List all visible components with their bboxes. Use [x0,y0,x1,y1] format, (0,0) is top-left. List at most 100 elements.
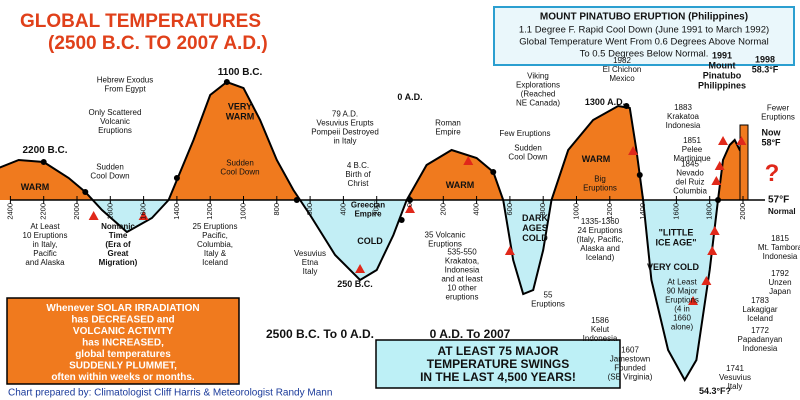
annotation: 2200 B.C. [22,145,67,156]
annotation-line: (4 in [674,305,690,314]
annotation-line: Founded [614,364,646,373]
annotation-line: 25 Eruptions [193,222,238,231]
annotation-line: Lakagigar [742,305,777,314]
tick-label: 1600 [671,203,680,220]
annotation-line: 0 A.D. [397,92,422,102]
annotation-line: (SE Virginia) [608,373,653,382]
annotation: 535-550 Krakatoa, Indonesia and at least 10 … [441,248,483,302]
annotation-line: (Era of [105,240,131,249]
annotation-line: WARM [226,112,255,122]
annotation: 0 A.D. [397,92,422,102]
annotation-line: Alaska and [580,244,620,253]
annotation: COLD [357,236,383,246]
warm-area [0,82,745,200]
annotation-line: 1772 [751,326,769,335]
annotation-line: Eruptions [761,113,795,122]
annotation-line: 79 A.D. [332,110,358,119]
info-line: Global Temperature Went From 0.6 Degrees… [519,37,768,48]
baseline-label: 57°F [768,195,789,206]
tick-label: 2200 [39,203,48,220]
annotation: At Least 10 Eruptions in Italy, Pacific and … [23,222,68,267]
annotation-line: Only Scattered [89,108,142,117]
annotation-line: AGES [522,223,548,233]
volcano-icon [463,156,474,165]
annotation-line: 1741 [726,364,744,373]
info-box [493,6,795,66]
tick-label: 800 [538,203,547,216]
volcano-icon [138,211,149,220]
annotation-line: 2200 B.C. [22,145,67,156]
annotation: 1335-1360 24 Eruptions (Italy, Pacific, Ala… [577,217,624,262]
volcano-icon [736,136,747,145]
annotation-line: Greecian [351,201,385,210]
tick-label: 200 [438,203,447,216]
annotation: 1772 Papadanyan Indonesia [738,326,783,353]
annotation: WARM [21,182,50,192]
annotation-line: in Italy [333,137,356,146]
annotation-line: Cool Down [90,172,129,181]
annotation-line: 1851 [683,136,701,145]
swings-text: AT LEAST 75 MAJOR TEMPERATURE SWINGS IN TH… [420,344,576,384]
annotation: Nomanic Time (Era of Great Migration) [99,222,138,267]
annotation-line: Unzen [768,278,791,287]
tick-label: 200 [372,203,381,216]
volcano-icon [88,211,99,220]
annotation: Viking Explorations (Reached NE Canada) [516,72,560,108]
annotation-line: Sudden [226,159,254,168]
annotation-line: (Italy, Pacific, [577,235,624,244]
annotation-line: Migration) [99,258,138,267]
tick-label: 1400 [638,203,647,220]
annotation-line: 1660 [673,314,691,323]
annotation-line: ICE AGE" [656,238,697,248]
annotation-line: 54.3°F? [699,386,731,396]
annotation-line: eruptions [446,293,479,302]
annotation-line: From Egypt [104,85,146,94]
annotation-line: Iceland) [586,253,615,262]
annotation-line: Eruptions [665,296,699,305]
annotation-line: Kelut [591,325,610,334]
annotation: 54.3°F? [699,386,731,396]
annotation-line: 1883 [674,103,692,112]
annotation-line: At Least [30,222,60,231]
solar-text: Whenever SOLAR IRRADIATION has DECREASED … [46,303,199,383]
info-line: To 0.5 Degrees Below Normal. [580,49,709,60]
annotation-line: COLD [357,236,383,246]
annotation-line: Mt. Tambora [758,243,800,252]
annotation: DARK AGES COLD [522,213,548,243]
annotation-line: Roman [435,119,461,128]
annotation-line: 1845 [681,160,699,169]
annotation: 1883 Krakatoa Indonesia [666,103,701,130]
annotation-line: Krakatoa [667,112,700,121]
annotation-line: Empire [354,210,382,219]
tick-label: 1200 [605,203,614,220]
annotation-line: 1586 [591,316,609,325]
tick-label: 2000 [72,203,81,220]
solar-text-line: SUDDENLY PLUMMET, [69,360,177,371]
annotation-line: Sudden [514,144,542,153]
volcano-icon [355,264,366,273]
tick-label: 2000 [738,203,747,220]
annotation-line: Krakatoa, [445,257,479,266]
volcano-icon [718,136,729,145]
curve-dot [398,217,405,223]
annotation-line: Vesuvius [719,373,751,382]
tick-label: 800 [272,203,281,216]
annotation-line: Fewer [767,104,790,113]
annotation: 35 Volcanic Eruptions [425,231,466,249]
solar-text-line: VOLCANIC ACTIVITY [73,326,174,337]
annotation-line: 58.3°F [752,65,779,75]
annotation-line: Italy [303,267,318,276]
info-line: 1.1 Degree F. Rapid Cool Down (June 1991… [519,25,769,36]
annotation-line: Iceland [747,314,773,323]
annotation-line: WARM [21,182,50,192]
annotation: 4 B.C. Birth of Christ [345,161,371,188]
annotation-line: Time [109,231,128,240]
annotation-line: Pacific, [202,231,228,240]
annotation-line: in Italy, [33,240,58,249]
annotation: Now 58°F [761,128,781,148]
annotation-line: WARM [446,180,475,190]
annotation: 1300 A.D. [585,97,625,107]
volcano-icon [714,161,725,170]
annotation-line: Viking [527,72,549,81]
